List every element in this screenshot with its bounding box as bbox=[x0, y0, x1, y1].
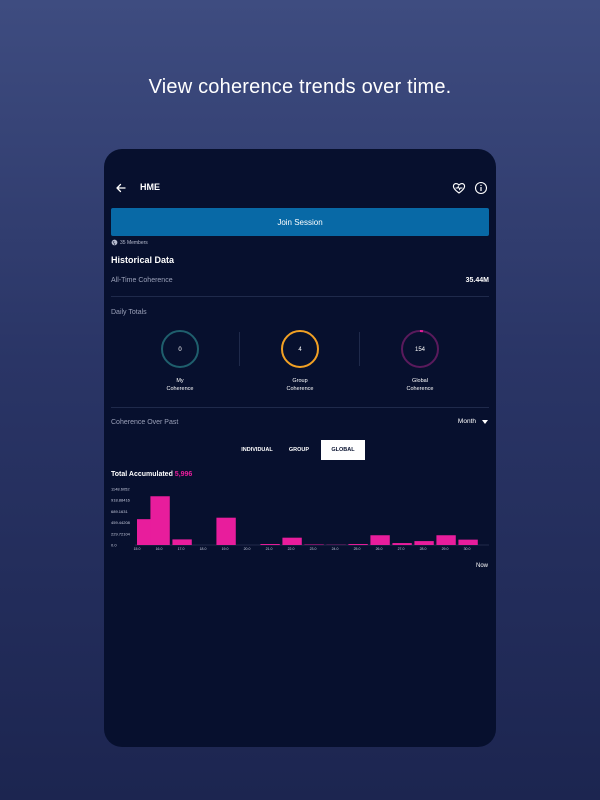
coherence-over-past-label: Coherence Over Past bbox=[111, 419, 179, 426]
bar bbox=[260, 544, 280, 545]
heart-pulse-icon[interactable] bbox=[452, 181, 466, 195]
bar bbox=[282, 537, 302, 545]
x-tick-label: 18.0 bbox=[200, 547, 207, 551]
coherence-bar-chart: 1148.6052 918.88416 689.1631 459.44208 229.7… bbox=[111, 487, 489, 551]
x-tick-label: 20.0 bbox=[244, 547, 251, 551]
y-tick-label: 0.0 bbox=[111, 543, 117, 548]
x-tick-label: 15.0 bbox=[134, 547, 141, 551]
members-count: 35 Members bbox=[111, 239, 148, 246]
divider bbox=[359, 332, 360, 366]
bar bbox=[348, 544, 368, 545]
y-tick-label: 918.88416 bbox=[111, 498, 131, 503]
top-bar: HME bbox=[104, 179, 496, 201]
x-tick-label: 25.0 bbox=[354, 547, 361, 551]
divider bbox=[239, 332, 240, 366]
group-coherence-ring: 4 Group Coherence bbox=[255, 329, 345, 393]
y-tick-label: 1148.6052 bbox=[111, 487, 130, 492]
bar bbox=[436, 535, 456, 545]
ring-label: Group Coherence bbox=[286, 378, 314, 392]
x-tick-label: 16.0 bbox=[156, 547, 163, 551]
bar bbox=[414, 541, 434, 545]
x-tick-label: 24.0 bbox=[332, 547, 339, 551]
page-title: HME bbox=[140, 182, 160, 192]
daily-totals-label: Daily Totals bbox=[111, 309, 147, 316]
tab-individual[interactable]: INDIVIDUAL bbox=[241, 447, 273, 453]
ring-chart: 4 bbox=[281, 330, 319, 368]
ring-label: My Coherence bbox=[166, 378, 194, 392]
members-label: 35 Members bbox=[120, 239, 148, 246]
all-time-coherence-value: 35.44M bbox=[465, 277, 489, 284]
x-tick-label: 23.0 bbox=[310, 547, 317, 551]
x-tick-label: 29.0 bbox=[442, 547, 449, 551]
x-tick-label: 19.0 bbox=[222, 547, 229, 551]
total-accumulated: Total Accumulated 5,996 bbox=[111, 471, 192, 478]
x-tick-label: 26.0 bbox=[376, 547, 383, 551]
ring-value: 0 bbox=[178, 347, 182, 353]
x-tick-label: 21.0 bbox=[266, 547, 273, 551]
bar bbox=[392, 543, 412, 545]
divider bbox=[111, 296, 489, 297]
global-coherence-ring: 154 Global Coherence bbox=[375, 329, 465, 393]
bar bbox=[216, 517, 236, 545]
tab-group[interactable]: GROUP bbox=[288, 447, 310, 453]
my-coherence-ring: 0 My Coherence bbox=[135, 329, 225, 393]
x-tick-label: 27.0 bbox=[398, 547, 405, 551]
globe-icon bbox=[111, 239, 118, 246]
y-tick-label: 689.1631 bbox=[111, 509, 128, 514]
x-tick-label: 17.0 bbox=[178, 547, 185, 551]
total-accumulated-value: 5,996 bbox=[174, 471, 193, 478]
x-tick-label: 22.0 bbox=[288, 547, 295, 551]
ring-value: 154 bbox=[415, 347, 426, 353]
x-tick-label: 30.0 bbox=[464, 547, 471, 551]
bar bbox=[172, 539, 192, 545]
join-session-button[interactable]: Join Session bbox=[111, 208, 489, 236]
y-tick-label: 229.72104 bbox=[111, 531, 131, 536]
y-tick-label: 459.44208 bbox=[111, 520, 131, 525]
arrow-left-icon[interactable] bbox=[114, 181, 128, 195]
bar bbox=[458, 539, 478, 545]
tab-global[interactable]: GLOBAL bbox=[321, 440, 365, 460]
bar bbox=[150, 496, 170, 545]
headline: View coherence trends over time. bbox=[148, 76, 452, 98]
total-accumulated-label: Total Accumulated bbox=[111, 471, 173, 478]
all-time-coherence-label: All-Time Coherence bbox=[111, 277, 173, 284]
period-value: Month bbox=[457, 418, 476, 425]
ring-label: Global Coherence bbox=[406, 378, 434, 392]
ring-value: 4 bbox=[298, 347, 302, 353]
caret-down-icon bbox=[482, 419, 488, 424]
divider bbox=[111, 407, 489, 408]
period-dropdown[interactable]: Month bbox=[458, 418, 488, 425]
ring-chart: 0 bbox=[161, 330, 199, 368]
x-tick-label: 28.0 bbox=[420, 547, 427, 551]
historical-data-title: Historical Data bbox=[111, 255, 175, 265]
bar bbox=[370, 535, 390, 545]
ring-chart: 154 bbox=[401, 329, 439, 368]
info-icon[interactable] bbox=[474, 181, 488, 195]
now-label: Now bbox=[475, 563, 488, 569]
tablet-screen: HME Join Session 35 Members Historical D… bbox=[104, 149, 496, 747]
